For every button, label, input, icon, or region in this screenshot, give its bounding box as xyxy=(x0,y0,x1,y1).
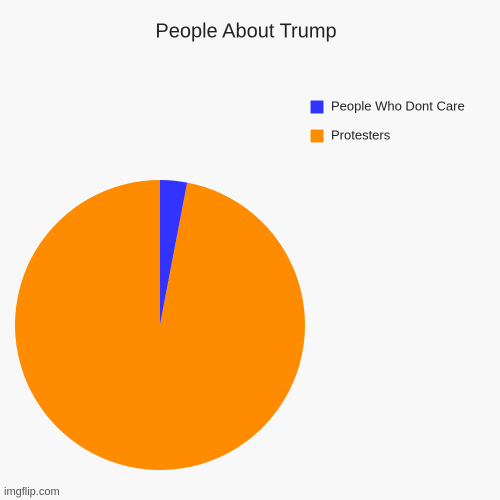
legend-swatch xyxy=(309,128,325,144)
watermark: imgflip.com xyxy=(4,486,60,498)
legend-label: Protesters xyxy=(331,127,391,142)
pie-slice xyxy=(160,180,188,325)
pie-slice xyxy=(14,180,306,470)
legend-swatch xyxy=(309,99,325,115)
chart-title: People About Trump xyxy=(155,20,336,42)
legend-label: People Who Dont Care xyxy=(331,98,465,113)
